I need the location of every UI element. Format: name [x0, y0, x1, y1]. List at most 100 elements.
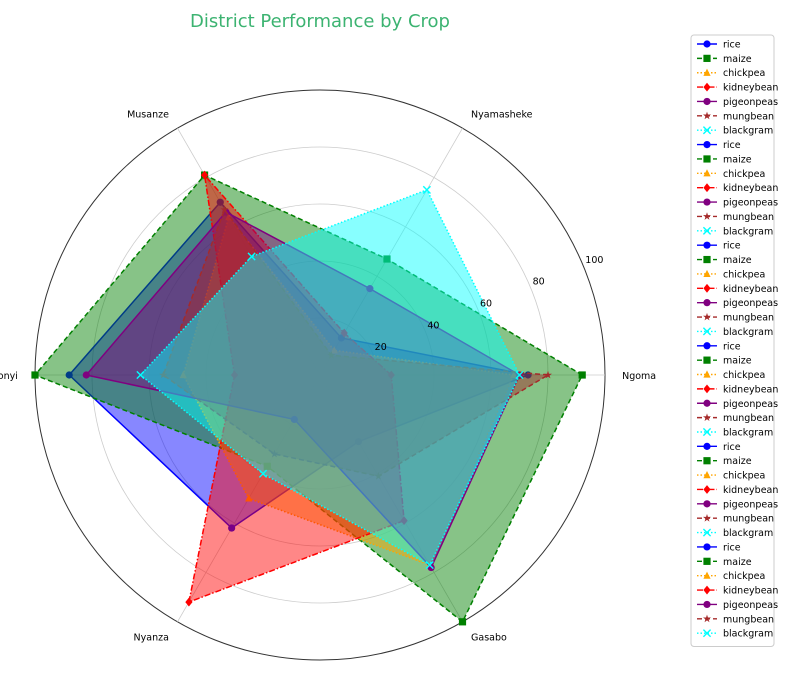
legend-entry-mungbean: mungbean [697, 212, 774, 223]
series-fill-rice [69, 202, 529, 529]
legend-marker-kidneybean [703, 183, 711, 193]
legend-marker-rice [703, 40, 711, 48]
legend-marker-chickpea [703, 169, 711, 177]
legend-entry-maize: maize [697, 154, 752, 165]
legend-marker-pigeonpeas [703, 600, 711, 609]
legend-label: mungbean [723, 313, 774, 324]
axis-label-nyanza: Nyanza [134, 633, 169, 644]
legend-label: pigeonpeas [723, 600, 778, 611]
legend-entry-chickpea: chickpea [697, 471, 765, 482]
legend-label: mungbean [723, 212, 774, 223]
point-pigeonpeas-Nyamasheke [366, 285, 374, 293]
legend-entry-blackgram: blackgram [697, 226, 773, 237]
legend-entry-mungbean: mungbean [697, 313, 774, 324]
legend-label: blackgram [723, 528, 773, 539]
series-kidneybean [185, 170, 408, 607]
point-mungbean-Gasabo [374, 471, 383, 480]
series-fill-blackgram [140, 189, 520, 566]
axis-labels: Ngoma Nyamasheke Musanze Kamonyi Nyanza Gasab… [0, 109, 656, 643]
legend-entry-kidneybean: kidneybean [697, 183, 778, 194]
point-maize-Ngoma [578, 371, 586, 379]
point-rice-Musanze [216, 198, 224, 206]
legend-marker-chickpea [703, 471, 711, 479]
point-mungbean-Nyamasheke [327, 351, 336, 359]
legend-entry-blackgram: blackgram [697, 629, 773, 640]
legend-marker-pigeonpeas [703, 500, 711, 508]
legend-label: rice [723, 542, 741, 553]
legend-entry-maize: maize [697, 557, 752, 568]
legend-label: chickpea [723, 471, 765, 482]
legend-marker-blackgram [702, 126, 712, 135]
legend-label: rice [723, 241, 741, 252]
legend: rice maize chickpea kidneybean pigeonpeas mun… [690, 34, 778, 648]
legend-marker-kidneybean [703, 82, 711, 92]
legend-entry-kidneybean: kidneybean [697, 83, 778, 94]
legend-label: mungbean [723, 514, 774, 525]
legend-label: pigeonpeas [723, 97, 778, 108]
legend-marker-blackgram [702, 629, 712, 638]
legend-entry-pigeonpeas: pigeonpeas [697, 399, 778, 410]
legend-label: kidneybean [723, 485, 778, 496]
legend-marker-mungbean [703, 111, 711, 120]
point-kidneybean-Nyamasheke [340, 328, 348, 338]
legend-marker-maize [703, 557, 711, 565]
legend-marker-blackgram [702, 327, 712, 336]
point-maize-Gasabo [458, 618, 467, 626]
axis-label-ngoma: Ngoma [622, 371, 656, 382]
legend-label: mungbean [723, 614, 774, 625]
legend-entry-rice: rice [697, 341, 741, 352]
point-kidneybean-Ngoma [387, 370, 395, 380]
legend-label: kidneybean [723, 384, 778, 395]
legend-entry-pigeonpeas: pigeonpeas [697, 499, 778, 510]
legend-entry-chickpea: chickpea [697, 571, 765, 582]
legend-label: chickpea [723, 370, 765, 381]
point-chickpea-Ngoma [510, 370, 518, 379]
legend-entry-rice: rice [697, 40, 741, 51]
legend-entry-maize: maize [697, 456, 752, 467]
point-mungbean-Musanze [220, 205, 229, 214]
legend-entry-mungbean: mungbean [697, 413, 774, 424]
legend-marker-kidneybean [703, 585, 711, 595]
legend-entry-chickpea: chickpea [697, 68, 765, 79]
legend-entry-pigeonpeas: pigeonpeas [697, 198, 778, 209]
legend-marker-maize [703, 54, 711, 62]
r-tick-label: 40 [427, 320, 439, 331]
point-blackgram-Gasabo [425, 560, 434, 570]
point-chickpea-Kamonyi [179, 370, 187, 379]
legend-entry-mungbean: mungbean [697, 111, 774, 122]
point-mungbean-Kamonyi [159, 370, 168, 379]
axis-label-nyamasheke: Nyamasheke [471, 109, 533, 120]
r-tick-label: 20 [375, 342, 387, 353]
point-blackgram-Nyanza [258, 469, 268, 478]
chart-title: District Performance by Crop [190, 11, 450, 32]
legend-label: maize [723, 456, 752, 467]
legend-entry-rice: rice [697, 542, 741, 553]
legend-marker-maize [703, 255, 711, 264]
legend-marker-rice [703, 241, 711, 249]
legend-label: chickpea [723, 169, 765, 180]
legend-label: pigeonpeas [723, 298, 778, 309]
legend-entry-blackgram: blackgram [697, 528, 773, 539]
legend-label: pigeonpeas [723, 198, 778, 209]
legend-entry-rice: rice [697, 442, 741, 453]
legend-marker-pigeonpeas [703, 399, 711, 407]
series-mungbean [159, 205, 552, 480]
legend-entry-maize: maize [697, 54, 752, 65]
r-tick-label: 80 [533, 277, 545, 288]
legend-entry-blackgram: blackgram [697, 126, 773, 137]
legend-marker-chickpea [703, 68, 711, 76]
legend-marker-chickpea [703, 571, 711, 579]
legend-marker-rice [703, 140, 711, 149]
point-chickpea-Nyamasheke [330, 346, 338, 354]
legend-label: blackgram [723, 226, 773, 237]
point-maize-Nyanza [263, 462, 271, 470]
series-fill-chickpea [183, 217, 514, 566]
point-rice-Kamonyi [65, 371, 73, 379]
legend-marker-maize [703, 457, 711, 465]
legend-marker-mungbean [703, 413, 711, 422]
legend-marker-maize [703, 155, 711, 163]
legend-label: chickpea [723, 269, 765, 280]
axis-label-kamonyi: Kamonyi [0, 371, 18, 382]
legend-marker-rice [703, 342, 711, 350]
point-mungbean-Nyanza [270, 449, 279, 458]
